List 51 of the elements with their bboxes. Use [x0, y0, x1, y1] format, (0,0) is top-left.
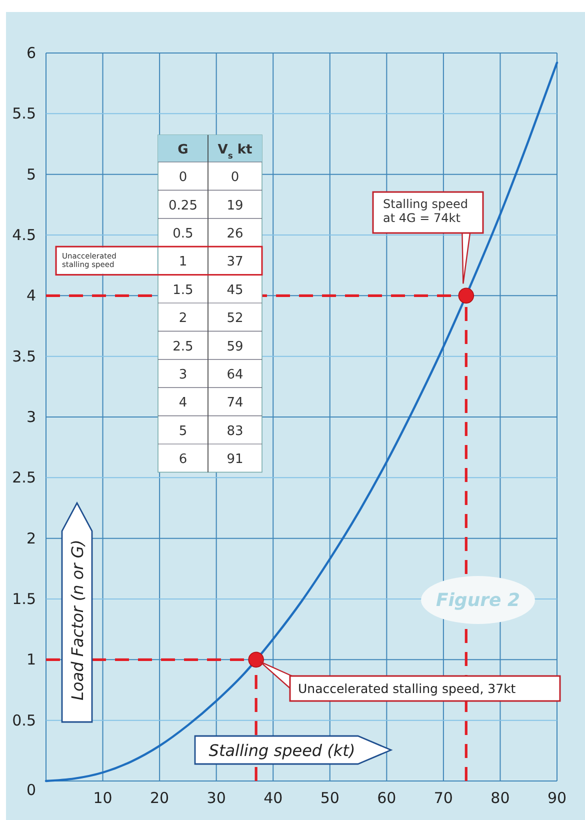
x-tick-label: 70 — [434, 789, 453, 807]
y-tick-label: 5.5 — [12, 104, 36, 123]
y-tick-label: 0 — [26, 781, 36, 799]
annotation: 1.5 — [172, 282, 194, 298]
x-tick-label: 40 — [264, 789, 283, 807]
y-tick-label: 0.5 — [12, 711, 36, 730]
y-tick-label: 6 — [26, 44, 36, 62]
y-tick-label: 5 — [26, 165, 36, 184]
annotation: 59 — [226, 339, 244, 354]
y-tick-label: 2 — [26, 529, 36, 548]
annotation: 37 — [226, 254, 244, 270]
annotation: 0.25 — [168, 198, 198, 214]
annotation: 0 — [230, 170, 240, 186]
annotation: 4 — [178, 396, 188, 411]
x-tick-label: 90 — [547, 789, 567, 807]
y-tick-label: 4.5 — [12, 226, 36, 244]
y-tick-label: 2.5 — [12, 468, 36, 487]
annotation: 0 — [178, 170, 188, 186]
x-tick-label: 80 — [490, 789, 510, 807]
annotation: 0.5 — [172, 226, 194, 242]
annotation: 2.5 — [172, 339, 194, 354]
x-tick-label: 60 — [377, 789, 396, 807]
x-tick-label: 10 — [93, 789, 112, 807]
annotation: 3 — [178, 368, 188, 382]
annotation: Figure 2 — [436, 590, 520, 611]
annotation: 26 — [226, 226, 244, 242]
annotation: V$_{s}$ kt — [218, 142, 252, 160]
annotation: G — [178, 142, 188, 158]
annotation: 45 — [226, 282, 244, 298]
y-axis-title: Load Factor (n or G) — [68, 540, 87, 700]
y-tick-label: 4 — [26, 286, 36, 305]
annotation: 1 — [178, 254, 188, 270]
x-tick-label: 50 — [320, 789, 340, 807]
annotation: Unaccelerated stalling speed, 37kt — [298, 681, 516, 696]
y-tick-label: 1 — [26, 650, 36, 669]
annotation: 64 — [226, 368, 244, 382]
x-tick-label: 20 — [150, 789, 170, 807]
annotation: 6 — [178, 452, 188, 468]
y-tick-label: 3 — [26, 408, 36, 426]
annotation: Stalling speed at 4G = 74kt — [383, 197, 468, 225]
y-tick-label: 3.5 — [12, 347, 36, 366]
annotation: 19 — [226, 198, 244, 214]
annotation: 83 — [226, 424, 244, 439]
y-tick-label: 1.5 — [12, 590, 36, 608]
x-tick-label: 30 — [206, 789, 226, 807]
annotation: 91 — [226, 452, 244, 468]
annotation: 74 — [226, 396, 244, 411]
x-axis-title: Stalling speed (kt) — [208, 741, 356, 760]
annotation: 2 — [178, 311, 188, 326]
annotation: 52 — [226, 311, 244, 326]
annotation: 5 — [178, 424, 188, 439]
